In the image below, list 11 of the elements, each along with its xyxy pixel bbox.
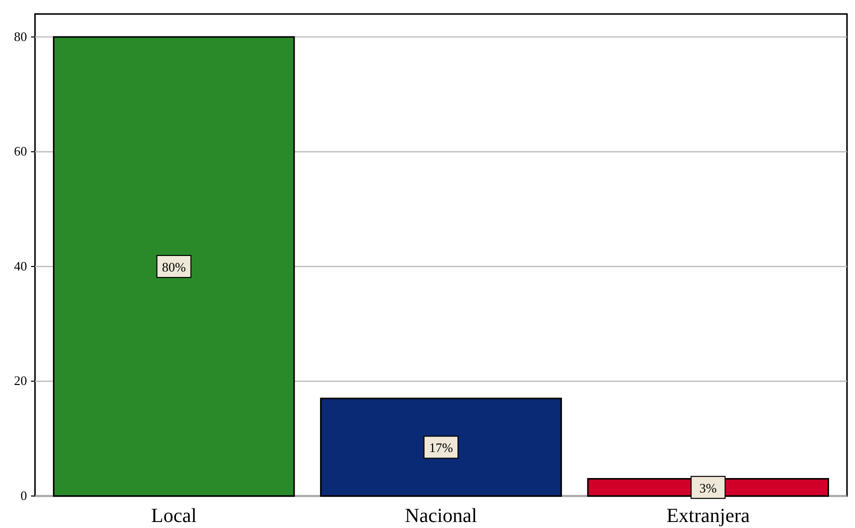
x-tick-label: Nacional — [404, 505, 478, 527]
x-tick-label: Extranjera — [666, 505, 750, 527]
data-label: 17% — [429, 440, 454, 456]
data-label: 80% — [162, 259, 186, 274]
y-tick-label: 60 — [14, 144, 27, 159]
y-tick-label: 20 — [14, 373, 27, 388]
x-tick-label: Local — [151, 505, 198, 527]
data-label: 3% — [699, 480, 717, 496]
y-tick-label: 0 — [20, 488, 27, 503]
y-tick-label: 40 — [14, 258, 27, 274]
y-tick-label: 80 — [14, 28, 27, 44]
